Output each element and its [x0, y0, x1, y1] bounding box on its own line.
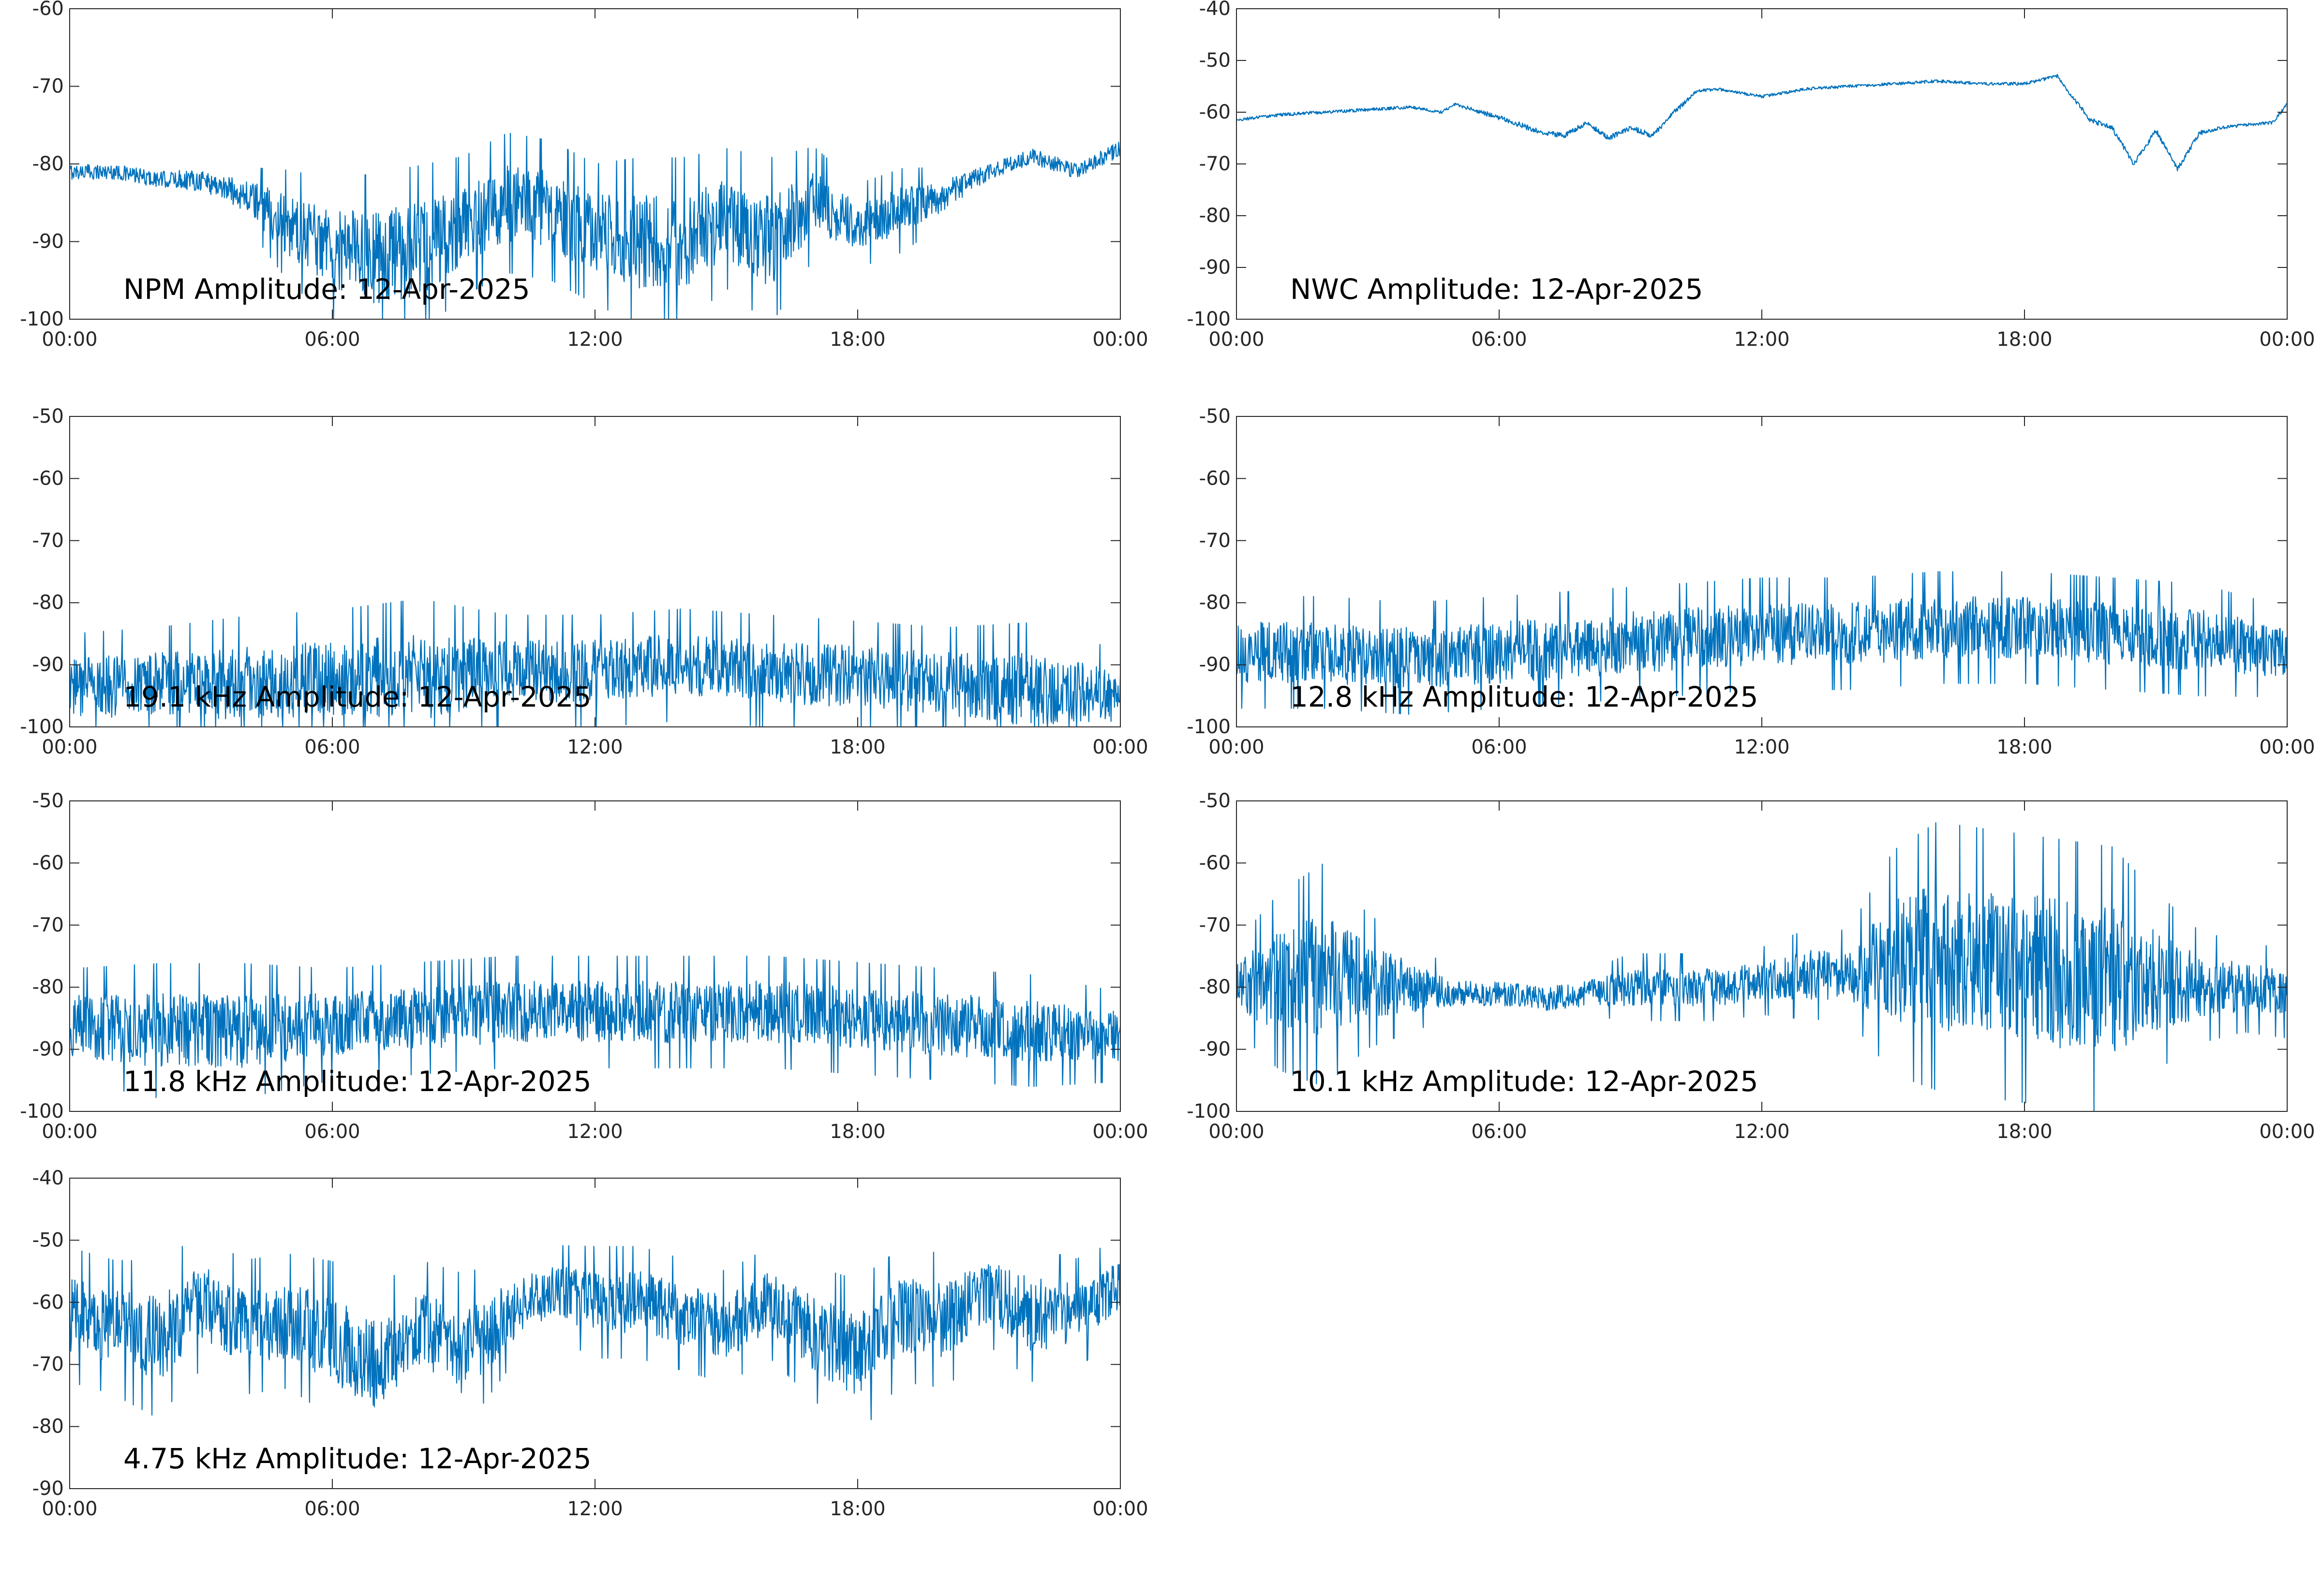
chart-title: 10.1 kHz Amplitude: 12-Apr-2025	[1290, 1065, 1758, 1098]
series-line	[70, 133, 1120, 319]
x-tick-label: 18:00	[830, 1121, 885, 1143]
x-tick-label: 00:00	[2259, 1121, 2315, 1143]
y-tick-label: -80	[32, 976, 64, 998]
y-tick-label: -70	[32, 75, 64, 98]
y-tick-label: -90	[32, 654, 64, 676]
x-tick-label: 00:00	[42, 1121, 97, 1143]
x-tick-label: 06:00	[1471, 1121, 1527, 1143]
x-tick-label: 18:00	[1996, 1121, 2052, 1143]
chart-panel: -100 -90 -80 -70 -60 -50 00:00 06:00 12:00 18:00 0…	[20, 790, 1148, 1143]
y-tick-label: -60	[1199, 852, 1231, 874]
y-tick-label: -90	[1199, 1038, 1231, 1061]
chart-panel: -100 -90 -80 -70 -60 -50 00:00 06:00 12:00 18:00 0…	[1187, 790, 2315, 1143]
y-tick-label: -100	[1187, 1100, 1231, 1123]
series-line	[1236, 74, 2287, 172]
y-tick-label: -90	[32, 1038, 64, 1061]
y-tick-label: -60	[32, 852, 64, 874]
y-tick-label: -80	[32, 591, 64, 614]
x-tick-label: 00:00	[42, 1498, 97, 1520]
y-tick-label: -90	[32, 231, 64, 253]
x-tick-label: 00:00	[1092, 1121, 1148, 1143]
series-line	[70, 1245, 1120, 1420]
y-tick-label: -100	[20, 308, 64, 330]
y-tick-label: -70	[32, 530, 64, 552]
x-tick-label: 06:00	[304, 328, 360, 351]
y-tick-label: -80	[1199, 976, 1231, 998]
x-tick-label: 00:00	[1208, 736, 1264, 758]
chart-panel: -100 -90 -80 -70 -60 -50 -40 00:00 06:00 12:00 18:…	[1187, 0, 2315, 351]
y-tick-label: -60	[32, 1291, 64, 1314]
x-tick-label: 18:00	[830, 736, 885, 758]
x-tick-label: 00:00	[2259, 328, 2315, 351]
chart-title: 12.8 kHz Amplitude: 12-Apr-2025	[1290, 680, 1758, 713]
y-tick-label: -100	[1187, 716, 1231, 738]
x-tick-label: 00:00	[1092, 1498, 1148, 1520]
y-tick-label: -70	[1199, 153, 1231, 175]
x-tick-label: 12:00	[1734, 736, 1789, 758]
x-tick-label: 18:00	[830, 1498, 885, 1520]
x-tick-label: 06:00	[304, 736, 360, 758]
y-tick-label: -50	[1199, 790, 1231, 812]
series-line	[70, 955, 1120, 1098]
x-tick-label: 18:00	[1996, 736, 2052, 758]
y-tick-label: -90	[1199, 654, 1231, 676]
y-tick-label: -90	[32, 1478, 64, 1500]
y-tick-label: -100	[20, 1100, 64, 1123]
y-tick-label: -70	[32, 1353, 64, 1375]
chart-title: 19.1 kHz Amplitude: 12-Apr-2025	[123, 680, 591, 713]
x-tick-label: 00:00	[1092, 328, 1148, 351]
y-tick-label: -50	[32, 1229, 64, 1251]
chart-panel: -100 -90 -80 -70 -60 00:00 06:00 12:00 18:00 00:0…	[20, 0, 1148, 351]
x-tick-label: 06:00	[304, 1121, 360, 1143]
y-tick-label: -80	[1199, 591, 1231, 614]
chart-title: NPM Amplitude: 12-Apr-2025	[123, 273, 530, 306]
x-tick-label: 12:00	[1734, 1121, 1789, 1143]
x-tick-label: 00:00	[2259, 736, 2315, 758]
x-tick-label: 00:00	[42, 328, 97, 351]
x-tick-label: 18:00	[1996, 328, 2052, 351]
y-tick-label: -60	[1199, 467, 1231, 489]
y-tick-label: -70	[1199, 914, 1231, 936]
series-line	[70, 600, 1120, 727]
y-tick-label: -40	[32, 1167, 64, 1189]
y-tick-label: -50	[1199, 49, 1231, 72]
x-tick-label: 06:00	[1471, 328, 1527, 351]
x-tick-label: 12:00	[1734, 328, 1789, 351]
x-tick-label: 00:00	[1208, 328, 1264, 351]
x-tick-label: 00:00	[42, 736, 97, 758]
x-tick-label: 06:00	[304, 1498, 360, 1520]
chart-title: 11.8 kHz Amplitude: 12-Apr-2025	[123, 1065, 591, 1098]
series-line	[1236, 571, 2287, 715]
y-tick-label: -50	[1199, 405, 1231, 428]
y-tick-label: -70	[32, 914, 64, 936]
x-tick-label: 12:00	[567, 1121, 623, 1143]
chart-panel: -90 -80 -70 -60 -50 -40 00:00 06:00 12:00 18:00 00…	[32, 1167, 1148, 1520]
x-tick-label: 06:00	[1471, 736, 1527, 758]
y-tick-label: -100	[20, 716, 64, 738]
x-tick-label: 12:00	[567, 736, 623, 758]
series-line	[1236, 822, 2287, 1111]
x-tick-label: 18:00	[830, 328, 885, 351]
y-tick-label: -50	[32, 405, 64, 428]
y-tick-label: -60	[32, 467, 64, 489]
chart-title: NWC Amplitude: 12-Apr-2025	[1290, 273, 1703, 306]
chart-title: 4.75 kHz Amplitude: 12-Apr-2025	[123, 1442, 591, 1475]
y-tick-label: -100	[1187, 308, 1231, 330]
y-tick-label: -70	[1199, 530, 1231, 552]
y-tick-label: -80	[1199, 205, 1231, 227]
y-tick-label: -50	[32, 790, 64, 812]
y-tick-label: -40	[1199, 0, 1231, 20]
x-tick-label: 12:00	[567, 1498, 623, 1520]
x-tick-label: 00:00	[1092, 736, 1148, 758]
y-tick-label: -60	[32, 0, 64, 20]
y-tick-label: -80	[32, 153, 64, 175]
chart-panel: -100 -90 -80 -70 -60 -50 00:00 06:00 12:00 18:00 0…	[20, 405, 1148, 758]
chart-panel: -100 -90 -80 -70 -60 -50 00:00 06:00 12:00 18:00 0…	[1187, 405, 2315, 758]
y-tick-label: -60	[1199, 101, 1231, 123]
y-tick-label: -90	[1199, 256, 1231, 279]
y-tick-label: -80	[32, 1416, 64, 1438]
x-tick-label: 00:00	[1208, 1121, 1264, 1143]
x-tick-label: 12:00	[567, 328, 623, 351]
